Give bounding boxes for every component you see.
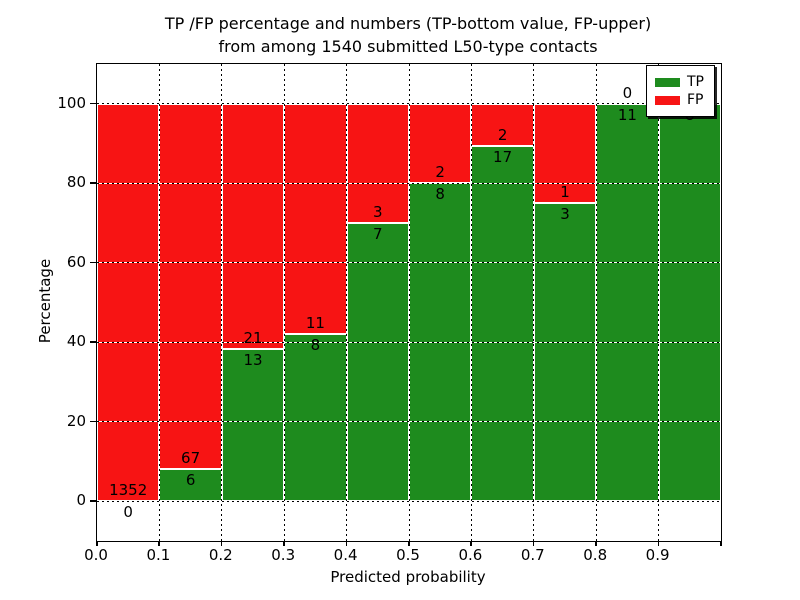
y-tick-label: 100 <box>57 93 86 112</box>
bar-segment-tp <box>159 468 222 502</box>
x-tick-label: 0.1 <box>146 546 171 564</box>
gridline-vertical <box>221 64 223 541</box>
bar-label-fp: 2 <box>497 125 508 144</box>
bar-segment-tp <box>221 349 285 502</box>
gridline-horizontal <box>97 341 721 343</box>
x-tick-label: 0.5 <box>396 546 420 564</box>
y-tick-label: 40 <box>66 332 86 351</box>
y-axis-tick <box>90 102 96 105</box>
x-axis-tick <box>345 541 348 546</box>
legend-item-tp: TP <box>655 74 706 90</box>
y-axis-tick <box>90 182 96 184</box>
gridline-vertical <box>595 64 597 541</box>
y-axis-tick <box>90 500 96 502</box>
bar-segment-fp <box>533 103 597 204</box>
bar-segment-tp <box>471 145 534 502</box>
gridline-horizontal <box>97 182 721 184</box>
gridline-vertical <box>470 64 472 541</box>
y-axis-tick <box>90 420 96 423</box>
bar-label-fp: 67 <box>181 448 201 467</box>
gridline-horizontal <box>97 421 721 423</box>
bar-label-fp: 0 <box>622 83 633 102</box>
y-tick-label: 80 <box>66 173 86 192</box>
bar-segment-tp <box>596 103 659 502</box>
legend: TP FP <box>646 65 715 117</box>
legend-item-fp: FP <box>655 92 706 108</box>
bar-label-tp: 6 <box>185 470 196 489</box>
bar-label-fp: 1 <box>560 183 570 202</box>
y-axis-tick <box>90 341 96 343</box>
bar-segment-fp <box>346 103 409 223</box>
bar-segment-fp <box>471 103 534 146</box>
bar-label-tp: 7 <box>373 225 383 243</box>
x-axis-label: Predicted probability <box>330 568 486 586</box>
bar-label-fp: 11 <box>305 313 325 332</box>
bar-segment-fp <box>97 103 160 502</box>
gridline-vertical <box>158 64 160 541</box>
gridline-horizontal <box>97 262 721 264</box>
y-axis-label: Percentage <box>36 258 54 344</box>
gridline-vertical <box>346 64 348 541</box>
bar-label-tp: 8 <box>435 185 445 204</box>
x-tick-label: 0.4 <box>333 546 358 564</box>
legend-label-fp: FP <box>687 92 704 108</box>
x-axis-tick <box>595 541 597 546</box>
x-axis-tick <box>96 541 98 546</box>
bar-segment-tp <box>284 333 347 502</box>
bar-label-fp: 1352 <box>109 481 148 500</box>
x-tick-label: 0.9 <box>645 546 670 564</box>
chart-title-line1: TP /FP percentage and numbers (TP-bottom… <box>164 14 652 33</box>
x-axis-tick <box>720 541 722 546</box>
y-axis-tick <box>90 261 96 264</box>
y-tick-label: 60 <box>66 252 86 271</box>
bar-label-fp: 3 <box>373 203 383 221</box>
y-tick-label: 0 <box>76 491 86 510</box>
legend-swatch-tp <box>655 77 680 87</box>
bar-segment-fp <box>284 103 347 334</box>
bar-label-tp: 8 <box>310 335 321 354</box>
bar-label-tp: 17 <box>493 147 513 166</box>
legend-label-tp: TP <box>687 74 704 90</box>
bar-label-tp: 13 <box>243 351 263 370</box>
bar-label-tp: 0 <box>123 503 133 522</box>
chart-title-line2: from among 1540 submitted L50-type conta… <box>218 37 598 56</box>
x-axis-tick <box>158 541 160 546</box>
x-tick-label: 0.6 <box>458 546 483 564</box>
y-tick-label: 20 <box>66 411 86 430</box>
x-axis-tick <box>220 541 223 546</box>
bar-segment-tp <box>533 203 597 502</box>
x-tick-label: 0.7 <box>520 546 545 564</box>
x-tick-label: 0.0 <box>84 546 108 564</box>
gridline-horizontal <box>97 500 721 502</box>
bar-label-tp: 3 <box>560 205 570 224</box>
plot-area: 13520676211311837282171301108 <box>96 63 722 542</box>
bar-label-tp: 11 <box>617 105 637 124</box>
gridline-vertical <box>283 64 285 541</box>
gridline-vertical <box>533 64 535 541</box>
bar-segment-fp <box>409 103 472 184</box>
gridline-vertical <box>408 64 410 541</box>
x-tick-label: 0.8 <box>583 546 608 564</box>
bar-segment-tp <box>658 103 721 502</box>
bar-segment-fp <box>221 103 285 350</box>
x-axis-tick <box>283 541 285 546</box>
bar-label-fp: 21 <box>243 329 263 348</box>
bar-segment-tp <box>346 223 409 502</box>
bar-segment-fp <box>159 103 222 469</box>
bar-label-fp: 2 <box>435 163 445 182</box>
gridline-horizontal <box>97 103 721 105</box>
x-axis-tick <box>657 541 660 546</box>
x-tick-label: 0.2 <box>208 546 233 564</box>
x-axis-tick <box>532 541 535 546</box>
x-tick-label: 0.3 <box>271 546 296 564</box>
x-axis-tick <box>408 541 410 546</box>
legend-swatch-fp <box>655 95 680 105</box>
x-axis-tick <box>470 541 472 546</box>
gridline-vertical <box>658 64 660 541</box>
